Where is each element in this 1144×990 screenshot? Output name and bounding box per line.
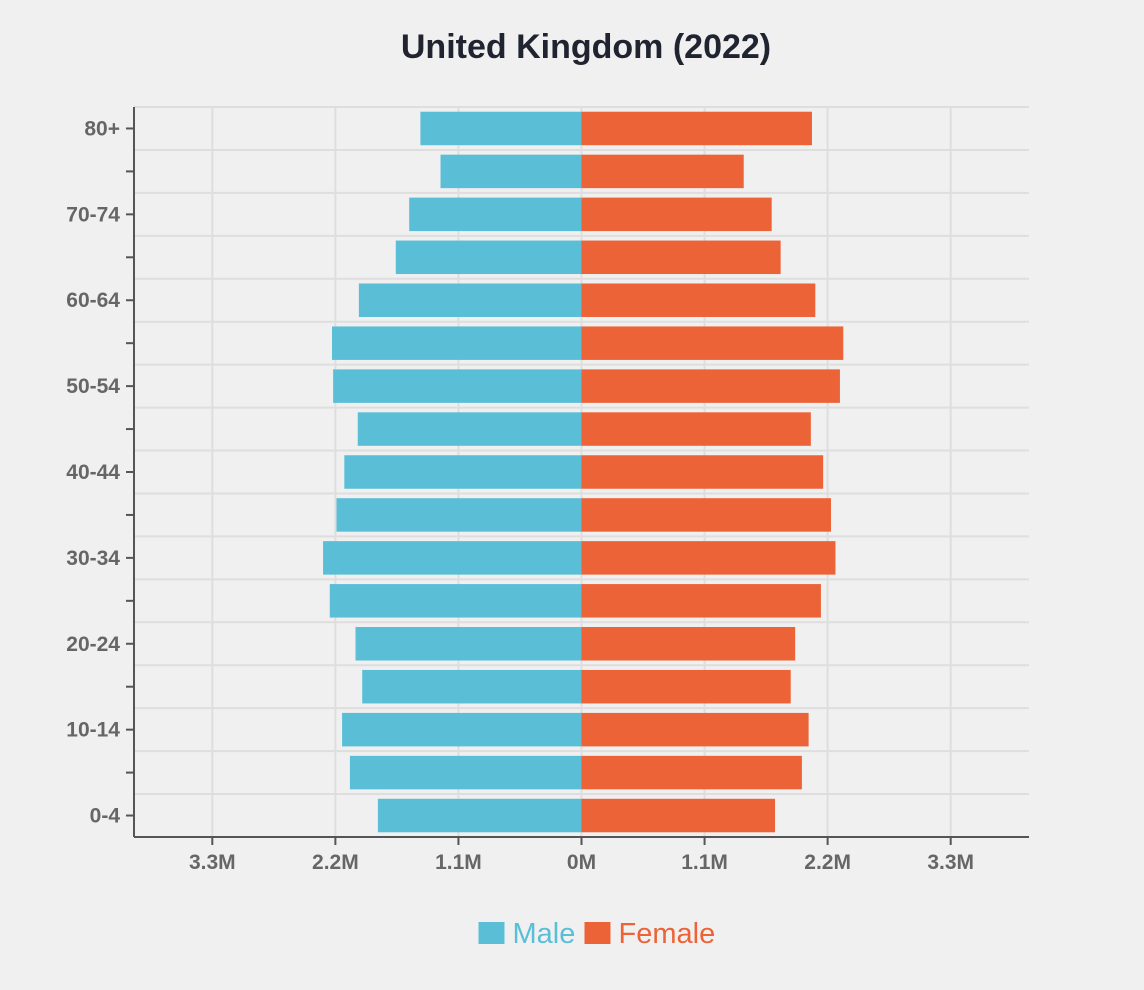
bar-female-0-4	[581, 798, 776, 833]
x-tick-label: 2.2M	[312, 851, 359, 874]
y-tick-label: 50-54	[66, 375, 120, 398]
y-tick-label: 80+	[84, 117, 120, 140]
bar-male-5-9	[349, 755, 582, 790]
bar-female-45-49	[581, 412, 811, 446]
y-tick-label: 60-64	[66, 289, 120, 312]
legend-label: Female	[619, 918, 716, 950]
legend-item-female[interactable]: Female	[584, 918, 716, 950]
bar-male-45-49	[357, 412, 582, 446]
bar-female-35-39	[581, 498, 831, 532]
bar-female-20-24	[581, 627, 796, 661]
y-tick-label: 70-74	[66, 203, 120, 226]
x-tick-label: 3.3M	[927, 851, 974, 874]
bar-female-10-14	[581, 712, 809, 747]
legend-swatch	[584, 922, 611, 944]
bar-male-15-19	[362, 669, 582, 704]
x-tick-label: 2.2M	[804, 851, 851, 874]
legend-swatch	[478, 922, 505, 944]
bar-female-65-69	[581, 240, 781, 275]
bar-male-25-29	[329, 584, 582, 618]
legend[interactable]: Male Female	[478, 918, 716, 950]
tick-labels: 0-4 10-14 20-24 30-34 40-44 50-54 60-64 70-74 80…	[66, 117, 974, 874]
y-tick-label: 0-4	[90, 805, 121, 828]
y-tick-label: 40-44	[66, 461, 120, 484]
legend-label: Male	[513, 918, 576, 950]
x-tick-label: 3.3M	[189, 851, 236, 874]
bar-female-75-79	[581, 154, 744, 189]
y-tick-label: 10-14	[66, 719, 120, 742]
legend-item-male[interactable]: Male	[478, 918, 576, 950]
bar-male-40-44	[344, 455, 582, 489]
bar-male-10-14	[342, 712, 582, 747]
bar-female-5-9	[581, 755, 802, 790]
y-tick-label: 30-34	[66, 547, 120, 570]
bar-female-60-64	[581, 283, 816, 317]
bar-male-65-69	[395, 240, 582, 275]
bar-female-55-59	[581, 326, 844, 360]
bar-female-40-44	[581, 455, 824, 489]
bar-male-0-4	[377, 798, 582, 833]
chart-title: United Kingdom (2022)	[401, 28, 771, 66]
bar-male-80+	[420, 111, 582, 146]
bar-male-20-24	[355, 627, 582, 661]
bar-male-60-64	[358, 283, 582, 317]
bar-male-35-39	[336, 498, 582, 532]
bar-female-30-34	[581, 541, 836, 575]
bar-female-25-29	[581, 584, 821, 618]
x-tick-label: 1.1M	[435, 851, 482, 874]
bar-male-30-34	[323, 541, 582, 575]
x-tick-label: 1.1M	[681, 851, 728, 874]
axes	[126, 107, 1029, 845]
x-tick-label: 0M	[567, 851, 596, 874]
bar-male-70-74	[409, 197, 582, 232]
bar-female-50-54	[581, 369, 840, 403]
y-tick-label: 20-24	[66, 633, 120, 656]
bar-female-80+	[581, 111, 812, 146]
bar-female-70-74	[581, 197, 772, 232]
bar-male-50-54	[333, 369, 582, 403]
bars	[323, 111, 844, 833]
bar-female-15-19	[581, 669, 791, 704]
bar-male-75-79	[440, 154, 582, 189]
bar-male-55-59	[332, 326, 582, 360]
